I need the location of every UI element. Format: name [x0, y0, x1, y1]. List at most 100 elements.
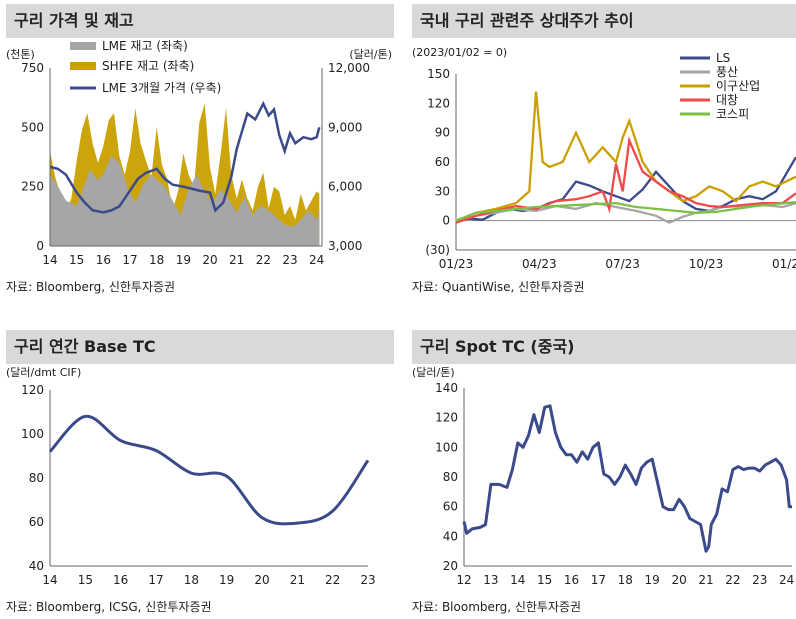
x-tick: 23: [752, 573, 767, 587]
x-tick: 19: [219, 573, 234, 587]
legend-label: 이구산업: [716, 79, 760, 93]
right-axis-unit: (달러/톤): [349, 48, 392, 61]
x-tick: 17: [591, 573, 606, 587]
y-tick: 30: [435, 184, 450, 198]
x-tick: 23: [282, 253, 297, 267]
chart-title: 구리 가격 및 재고: [6, 4, 394, 38]
x-tick: 21: [290, 573, 305, 587]
x-tick: 17: [122, 253, 137, 267]
x-tick: 24: [309, 253, 324, 267]
y-tick: 100: [435, 440, 458, 454]
spot-tc-chart: 20 40 60 80 100 120 140 12 13 14 15 16 17 18 19 20 21 22 2…: [435, 381, 794, 587]
x-tick: 19: [176, 253, 191, 267]
x-tick: 19: [645, 573, 660, 587]
y-tick: 120: [427, 96, 450, 110]
y-tick: 60: [29, 515, 44, 529]
source-note: 자료: QuantiWise, 신한투자증권: [412, 280, 585, 294]
y-tick: 90: [435, 126, 450, 140]
x-tick: 14: [42, 573, 57, 587]
chart-title: 구리 Spot TC (중국): [412, 330, 796, 364]
y-tick-left: 250: [21, 180, 44, 194]
y-tick: 150: [427, 67, 450, 81]
series-line-base-tc: [48, 414, 370, 526]
base-tc-chart: 40 60 80 100 120 14 15 16 17 18 19 20 21 22 23: [21, 383, 376, 587]
y-tick-left: 0: [36, 239, 44, 253]
x-tick: 20: [671, 573, 686, 587]
x-tick: 04/23: [522, 257, 557, 271]
y-axis-unit: (달러/dmt CIF): [6, 366, 82, 379]
source-note: 자료: Bloomberg, 신한투자증권: [412, 600, 582, 614]
x-tick: 13: [483, 573, 498, 587]
x-tick: 16: [564, 573, 579, 587]
y-tick: 120: [435, 411, 458, 425]
legend-label: SHFE 재고 (좌축): [102, 59, 194, 73]
x-tick: 21: [698, 573, 713, 587]
series-area-0-front: [50, 155, 320, 246]
x-tick: 20: [254, 573, 269, 587]
x-tick: 14: [510, 573, 525, 587]
y-tick: 0: [442, 214, 450, 228]
y-tick-right: 12,000: [328, 61, 370, 75]
y-tick: (30): [425, 243, 450, 257]
x-tick: 07/23: [605, 257, 640, 271]
relative-stock-chart: (30) 0 30 60 90 120 150 01/23 04/23 07/23 10/23 01/…: [425, 51, 796, 271]
panel-spot-tc: 구리 Spot TC (중국) (달러/톤) 20 40 60 80 100 120 140…: [412, 330, 796, 619]
legend-swatch-shfe-stock: [70, 62, 96, 70]
y-tick-right: 9,000: [328, 120, 362, 134]
x-tick: 24: [779, 573, 794, 587]
x-tick: 23: [360, 573, 375, 587]
base-note: (2023/01/02 = 0): [412, 46, 508, 59]
series-line-2: [455, 91, 796, 222]
series-line-4: [455, 200, 796, 222]
x-tick: 22: [725, 573, 740, 587]
x-tick: 15: [69, 253, 84, 267]
y-axis-unit: (달러/톤): [412, 366, 455, 379]
y-tick: 60: [435, 155, 450, 169]
x-tick: 22: [256, 253, 271, 267]
x-tick: 21: [229, 253, 244, 267]
legend-label: LS: [716, 51, 730, 65]
y-tick: 40: [29, 559, 44, 573]
y-tick-right: 6,000: [328, 180, 362, 194]
x-tick: 01/23: [439, 257, 474, 271]
legend-label: LME 재고 (좌축): [102, 39, 188, 53]
y-tick: 60: [443, 500, 458, 514]
y-tick-left: 500: [21, 120, 44, 134]
x-tick: 22: [325, 573, 340, 587]
x-tick: 16: [113, 573, 128, 587]
y-tick: 100: [21, 427, 44, 441]
x-tick: 20: [202, 253, 217, 267]
legend-label: 풍산: [716, 65, 738, 79]
x-tick: 15: [537, 573, 552, 587]
x-tick: 01/24: [772, 257, 796, 271]
y-tick: 20: [443, 559, 458, 573]
source-note: 자료: Bloomberg, ICSG, 신한투자증권: [6, 600, 212, 614]
source-note: 자료: Bloomberg, 신한투자증권: [6, 280, 176, 294]
y-tick: 120: [21, 383, 44, 397]
series-line-price: [49, 100, 321, 214]
legend-label: 대창: [716, 93, 738, 107]
y-tick: 80: [443, 470, 458, 484]
price-inventory-chart: 0 250 500 750 3,000 6,000 9,000 12,000 14 15 16 17 1…: [21, 39, 370, 267]
x-tick: 15: [78, 573, 93, 587]
x-tick: 16: [96, 253, 111, 267]
y-tick: 140: [435, 381, 458, 395]
x-tick: 12: [456, 573, 471, 587]
chart-title: 구리 연간 Base TC: [6, 330, 394, 364]
y-tick: 80: [29, 471, 44, 485]
x-tick: 18: [184, 573, 199, 587]
panel-base-tc: 구리 연간 Base TC (달러/dmt CIF) 40 60 80 100 120 1…: [6, 330, 394, 619]
x-tick: 18: [618, 573, 633, 587]
x-tick: 17: [148, 573, 163, 587]
chart-title: 국내 구리 관련주 상대주가 추이: [412, 4, 796, 38]
left-axis-unit: (천톤): [6, 48, 35, 61]
x-tick: 18: [149, 253, 164, 267]
series-line-spot-tc: [462, 404, 792, 553]
panel-copper-price-inventory: 구리 가격 및 재고 (천톤) (달러/톤) 0 250 500 750 3,000 6,…: [6, 4, 394, 304]
y-tick-right: 3,000: [328, 239, 362, 253]
legend-label: 코스피: [716, 107, 749, 121]
x-tick: 10/23: [689, 257, 724, 271]
y-tick: 40: [443, 529, 458, 543]
legend-swatch-lme-stock: [70, 42, 96, 50]
x-tick: 14: [42, 253, 57, 267]
